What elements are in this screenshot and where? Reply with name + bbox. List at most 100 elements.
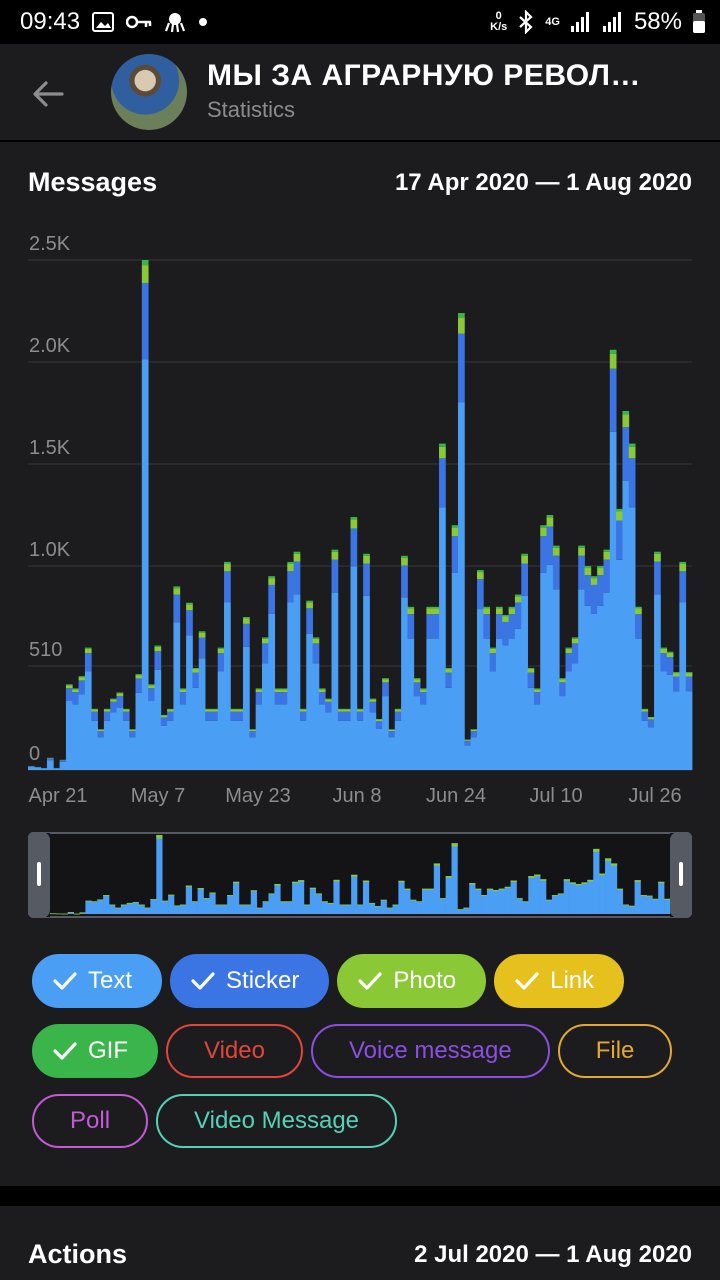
- bar-sticker: [476, 579, 484, 610]
- mini-bar-top: [203, 898, 210, 899]
- bar-photo: [673, 673, 680, 677]
- mini-bar: [469, 883, 476, 914]
- bar-photo: [274, 689, 282, 693]
- filter-chip-text[interactable]: Text: [32, 954, 163, 1008]
- bar-photo: [685, 673, 693, 677]
- bar-text: [293, 594, 301, 770]
- mini-bar: [174, 905, 181, 914]
- bar-sticker: [571, 643, 579, 664]
- bar-photo: [420, 689, 427, 693]
- chart-range-selector[interactable]: [28, 832, 692, 918]
- bar-sticker: [261, 643, 269, 664]
- mini-bar: [333, 879, 340, 914]
- avatar[interactable]: [111, 54, 187, 130]
- bar-text: [116, 707, 124, 770]
- filter-chip-gif[interactable]: GIF: [32, 1024, 158, 1078]
- bar-sticker: [514, 602, 522, 629]
- handle-grip-right: [679, 862, 683, 886]
- bar-photo: [261, 638, 269, 644]
- mini-bar: [581, 882, 588, 914]
- messages-chart[interactable]: 2.5K 2.0K 1.5K 1.0K 510 0 Apr 21 May 7 May 23 Ju…: [0, 212, 720, 812]
- filter-chip-poll[interactable]: Poll: [32, 1094, 149, 1148]
- bar-text: [224, 602, 231, 770]
- mini-bar: [179, 904, 187, 914]
- bar-gif: [571, 637, 579, 639]
- mini-bar-top: [274, 883, 281, 886]
- mini-bar: [268, 893, 275, 914]
- mini-bar: [640, 895, 647, 914]
- mini-bar-top: [339, 904, 346, 906]
- bar-gif: [318, 688, 326, 690]
- filter-chip-video[interactable]: Video: [166, 1024, 303, 1078]
- battery-percent: 58%: [633, 8, 682, 35]
- bar-gif: [236, 708, 244, 710]
- mini-bar-top: [268, 893, 275, 895]
- mini-bar: [357, 904, 364, 914]
- mini-bar: [215, 904, 222, 914]
- mini-bar-top: [215, 904, 222, 906]
- bar-text: [312, 663, 320, 770]
- bar-photo: [654, 553, 661, 562]
- filter-chip-photo[interactable]: Photo: [337, 954, 487, 1008]
- bar-text: [394, 720, 402, 770]
- bar-text: [369, 712, 377, 770]
- mini-bar: [427, 888, 435, 914]
- bar-text: [470, 737, 478, 770]
- mini-bar-top: [61, 913, 69, 915]
- bar-sticker: [533, 692, 541, 705]
- filter-chip-sticker[interactable]: Sticker: [170, 954, 330, 1008]
- bar-sticker: [628, 458, 636, 508]
- mini-bar: [327, 902, 334, 914]
- bar-photo: [571, 638, 579, 644]
- bar-sticker: [603, 559, 611, 593]
- mini-bar: [404, 888, 411, 914]
- bar-text: [382, 696, 389, 770]
- mini-bar-top: [599, 873, 606, 876]
- bar-sticker: [451, 536, 459, 573]
- bar-sticker: [129, 731, 136, 738]
- signal-icon-2: [602, 11, 624, 33]
- mini-bar-top: [327, 902, 334, 904]
- mini-bar: [303, 904, 311, 914]
- bar-photo: [464, 739, 472, 741]
- bar-text: [299, 720, 307, 770]
- mini-bar-top: [534, 874, 541, 877]
- bar-photo: [489, 648, 497, 654]
- bar-text: [508, 638, 516, 770]
- filter-chip-video-message[interactable]: Video Message: [156, 1094, 398, 1148]
- bar-sticker: [641, 711, 649, 721]
- mini-bar-top: [368, 902, 376, 904]
- bar-gif: [211, 708, 219, 710]
- filter-chip-file[interactable]: File: [557, 1024, 673, 1078]
- mini-bar: [274, 883, 281, 914]
- status-time: 09:43: [20, 8, 81, 35]
- bar-sticker: [495, 614, 503, 639]
- mini-bar-top: [50, 913, 57, 915]
- bar-photo: [458, 317, 465, 334]
- mini-bar: [185, 885, 193, 914]
- filter-chip-voice-message[interactable]: Voice message: [310, 1024, 550, 1078]
- bar-gif: [635, 606, 642, 609]
- mini-bar: [286, 901, 293, 914]
- bar-sticker: [489, 653, 497, 672]
- bar-photo: [148, 685, 155, 689]
- bar-sticker: [243, 623, 250, 647]
- mini-bar: [398, 880, 405, 914]
- bar-sticker: [350, 528, 358, 567]
- bar-gif: [350, 517, 358, 520]
- mini-bar-top: [546, 899, 553, 901]
- bar-text: [458, 402, 465, 770]
- bar-gif: [533, 688, 541, 690]
- bar-text: [464, 745, 472, 770]
- bar-photo: [205, 709, 212, 712]
- filter-chip-link[interactable]: Link: [494, 954, 625, 1008]
- bar-gif: [167, 708, 174, 710]
- mini-bar: [262, 901, 269, 914]
- mini-bar-top: [168, 894, 175, 896]
- mini-bar-top: [616, 888, 624, 890]
- mini-bar: [416, 901, 423, 914]
- back-button[interactable]: [28, 74, 68, 114]
- bar-sticker: [205, 711, 212, 721]
- bar-gif: [578, 545, 585, 548]
- bar-photo: [97, 729, 105, 732]
